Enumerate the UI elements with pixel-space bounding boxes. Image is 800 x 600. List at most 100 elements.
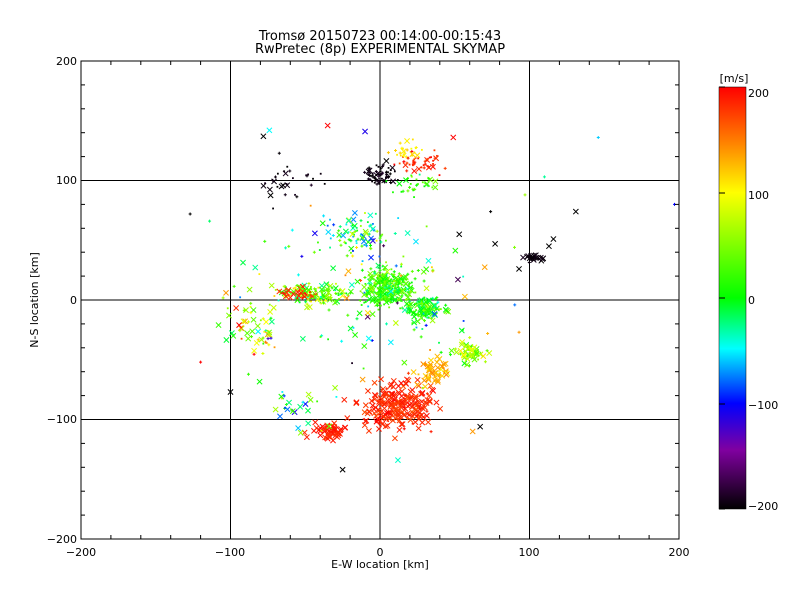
data-point-dot	[377, 266, 380, 269]
data-point-dot	[397, 217, 400, 219]
data-point-cross	[413, 402, 420, 409]
data-point-cross	[340, 232, 347, 239]
data-point-dot	[335, 282, 337, 285]
data-point-dot	[320, 429, 323, 432]
data-point-dot	[427, 313, 430, 316]
data-point-dot	[393, 279, 395, 282]
data-point-dot	[385, 261, 387, 264]
data-point-cross	[390, 377, 397, 384]
data-point-cross	[352, 331, 359, 338]
data-point-plus	[375, 182, 379, 186]
data-point-plus	[359, 278, 363, 282]
data-point-dot	[426, 316, 429, 319]
data-point-plus	[389, 180, 393, 184]
data-point-plus	[402, 396, 406, 400]
data-point-cross	[342, 424, 349, 431]
data-point-plus	[368, 224, 372, 228]
data-point-cross	[454, 276, 461, 283]
data-point-dot	[409, 183, 412, 185]
data-point-plus	[269, 336, 273, 340]
data-point-cross	[215, 322, 222, 329]
data-point-cross	[492, 240, 499, 247]
data-point-plus	[402, 154, 406, 158]
data-point-plus	[439, 350, 443, 354]
data-point-cross	[429, 370, 436, 377]
data-point-dot	[355, 242, 358, 245]
data-point-cross	[344, 415, 351, 422]
data-point-cross	[377, 409, 384, 416]
data-point-dot	[368, 168, 371, 171]
y-tick-label: 0	[70, 294, 77, 307]
data-point-cross	[392, 320, 399, 326]
data-point-dot	[284, 288, 287, 291]
data-point-cross	[227, 389, 234, 395]
data-point-dot	[373, 181, 376, 184]
data-point-plus	[400, 283, 404, 287]
data-point-plus	[378, 268, 382, 272]
data-point-plus	[375, 292, 379, 296]
data-point-dot	[534, 257, 537, 260]
data-point-cross	[371, 379, 378, 386]
data-point-cross	[245, 335, 252, 342]
data-point-dot	[428, 376, 431, 379]
data-point-dot	[396, 286, 399, 289]
data-point-plus	[355, 317, 359, 321]
data-point-dot	[306, 294, 309, 297]
data-point-dot	[396, 179, 399, 181]
data-point-plus	[261, 351, 265, 355]
data-point-dot	[337, 292, 340, 295]
data-point-cross	[460, 352, 467, 358]
data-point-dot	[335, 395, 338, 398]
data-point-dot	[411, 322, 414, 325]
data-point-plus	[465, 345, 469, 349]
data-point-dot	[432, 162, 434, 165]
data-point-dot	[534, 255, 536, 257]
data-point-cross	[401, 359, 408, 366]
data-point-plus	[443, 166, 447, 170]
data-point-plus	[358, 298, 362, 302]
data-point-dot	[422, 312, 425, 315]
data-point-cross	[223, 337, 230, 343]
data-point-dot	[281, 391, 284, 393]
data-point-plus	[266, 337, 270, 341]
data-point-cross	[378, 399, 384, 406]
data-point-cross	[399, 288, 406, 294]
data-point-plus	[284, 246, 288, 250]
data-point-dot	[374, 285, 377, 288]
data-point-cross	[426, 297, 433, 304]
data-point-plus	[393, 232, 397, 236]
data-point-dot	[351, 362, 353, 365]
data-point-dot	[399, 307, 402, 310]
data-point-dot	[355, 226, 358, 229]
data-point-plus	[424, 314, 428, 318]
data-point-cross	[236, 322, 243, 329]
data-point-plus	[408, 290, 412, 294]
data-point-dot	[364, 282, 367, 285]
data-point-dot	[372, 222, 374, 225]
data-point-plus	[375, 304, 379, 308]
data-point-dot	[304, 292, 307, 295]
data-point-cross	[457, 347, 464, 354]
data-point-plus	[282, 284, 286, 288]
data-point-plus	[459, 352, 463, 356]
data-point-dot	[402, 156, 404, 158]
data-point-dot	[410, 175, 413, 178]
data-point-cross	[434, 364, 441, 371]
data-point-plus	[386, 151, 390, 155]
data-point-cross	[365, 427, 372, 434]
data-point-plus	[387, 415, 391, 419]
data-point-cross	[240, 259, 246, 266]
data-point-cross	[237, 325, 244, 332]
data-point-cross	[480, 353, 487, 360]
data-point-plus	[384, 284, 388, 288]
x-tick-label: −200	[66, 546, 96, 559]
data-point-dot	[319, 301, 322, 304]
data-point-dot	[339, 293, 342, 296]
data-point-cross	[396, 390, 403, 397]
data-point-plus	[431, 164, 435, 168]
data-point-plus	[596, 135, 600, 139]
data-point-plus	[365, 289, 369, 293]
data-point-plus	[221, 296, 225, 300]
data-point-plus	[486, 331, 490, 335]
data-point-cross	[409, 413, 416, 419]
